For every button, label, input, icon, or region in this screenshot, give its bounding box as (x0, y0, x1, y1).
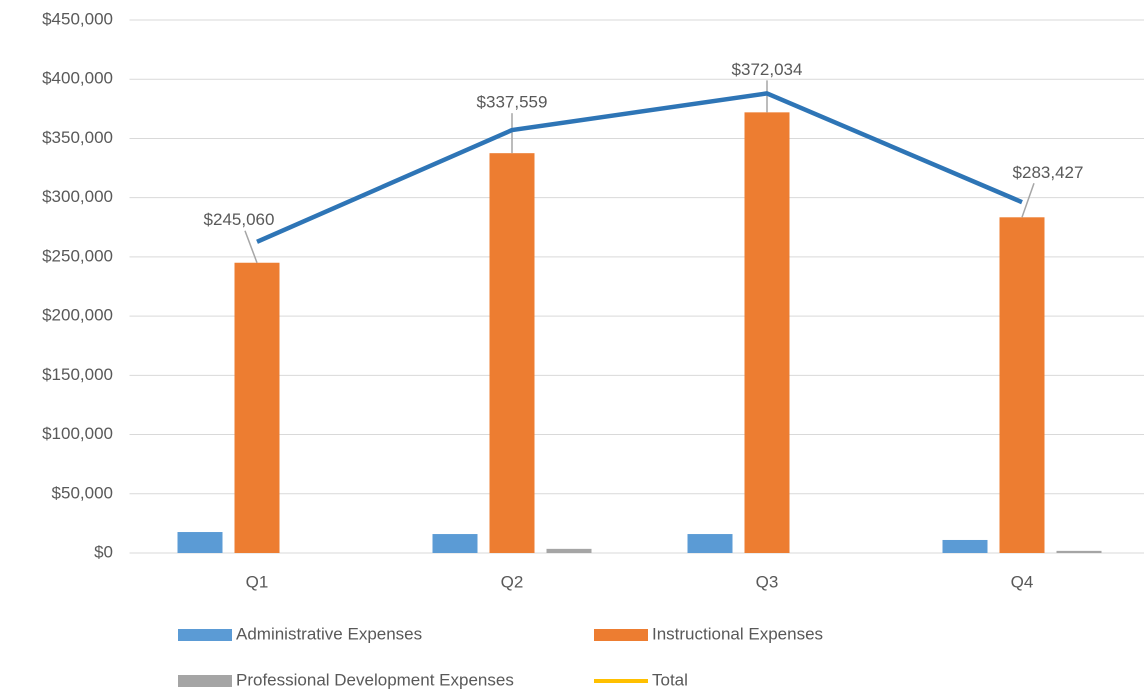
legend-label: Professional Development Expenses (236, 670, 514, 689)
bar (546, 548, 592, 553)
bar (177, 532, 223, 553)
y-tick-label: $450,000 (42, 9, 113, 28)
legend-label: Instructional Expenses (652, 624, 823, 643)
data-label: $245,060 (204, 210, 275, 229)
legend-swatch (178, 629, 232, 641)
bar (744, 112, 790, 553)
data-label: $372,034 (732, 60, 803, 79)
y-tick-label: $350,000 (42, 128, 113, 147)
bar (489, 153, 535, 553)
y-tick-label: $300,000 (42, 187, 113, 206)
y-tick-label: $250,000 (42, 246, 113, 265)
leader-line (244, 230, 258, 264)
legend-label: Total (652, 670, 688, 689)
y-tick-label: $100,000 (42, 424, 113, 443)
x-tick-label: Q2 (501, 572, 524, 591)
bar (1056, 550, 1102, 553)
leader-line (1021, 183, 1035, 218)
legend-swatch (178, 675, 232, 687)
data-label: $337,559 (477, 93, 548, 112)
legend-label: Administrative Expenses (236, 624, 422, 643)
y-tick-label: $200,000 (42, 306, 113, 325)
bar (687, 534, 733, 553)
bar (999, 217, 1045, 554)
x-tick-label: Q1 (246, 572, 269, 591)
y-tick-label: $150,000 (42, 365, 113, 384)
x-tick-label: Q3 (756, 572, 779, 591)
y-tick-label: $400,000 (42, 69, 113, 88)
x-tick-label: Q4 (1011, 572, 1034, 591)
data-label: $283,427 (1013, 163, 1084, 182)
legend-swatch (594, 629, 648, 641)
y-tick-label: $50,000 (52, 483, 113, 502)
bar (942, 539, 988, 553)
total-line (256, 91, 1023, 244)
y-tick-label: $0 (94, 542, 113, 561)
bar (234, 262, 280, 553)
bar (432, 534, 478, 553)
